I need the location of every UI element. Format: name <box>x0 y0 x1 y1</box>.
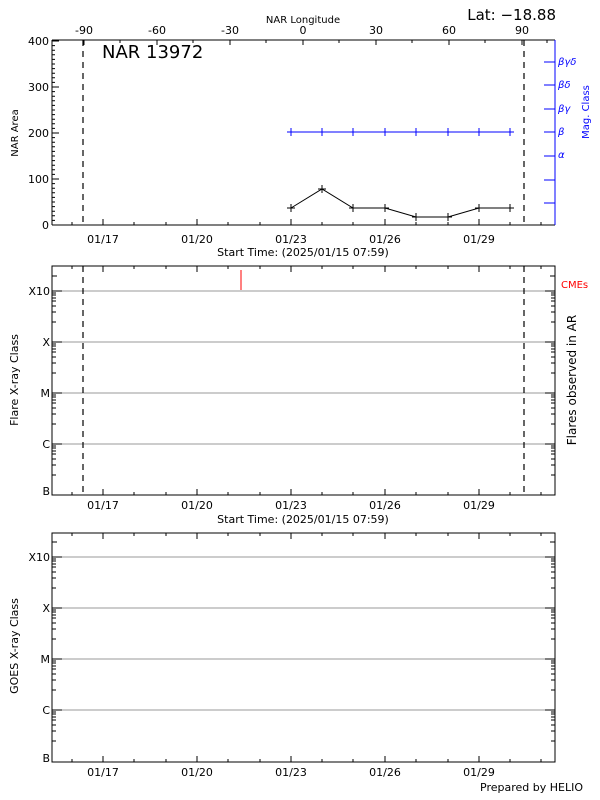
y-tick-label: X <box>42 602 50 615</box>
flare-y-tick-labels: B C M X X10 <box>28 285 50 498</box>
goes-x-tick-labels: 01/17 01/20 01/23 01/26 01/29 <box>87 766 495 779</box>
x-tick-label: 01/23 <box>275 766 307 779</box>
flare-y2-axis-label: Flares observed in AR <box>565 315 579 445</box>
mag-tick-label: α <box>558 150 565 161</box>
lon-tick-label: 90 <box>515 24 529 37</box>
mag-class-series <box>287 128 514 136</box>
nar-area-series <box>287 185 514 221</box>
y-tick-label: C <box>42 704 50 717</box>
goes-class-panel: B C M X X10 GOES X-ray Class 01/17 01/20… <box>8 532 583 794</box>
flare-class-panel: B C M X X10 Flare X-ray Class Flares obs… <box>8 265 588 526</box>
flare-y-ticks <box>52 275 555 476</box>
y-tick-label: 200 <box>28 127 49 140</box>
y-tick-label: 400 <box>28 35 49 48</box>
x-tick-label: 01/29 <box>463 499 495 512</box>
mag-tick-label: βγδ <box>557 57 576 68</box>
lon-tick-label: -30 <box>221 24 239 37</box>
mag-class-ticks <box>544 61 555 204</box>
y-tick-label: X10 <box>28 285 50 298</box>
goes-y-ticks <box>52 541 555 742</box>
mag-tick-label: βγ <box>557 104 571 115</box>
x-tick-label: 01/26 <box>369 499 401 512</box>
mag-tick-label: βδ <box>557 80 571 91</box>
prepared-by-footer: Prepared by HELIO <box>480 781 583 794</box>
y-tick-label: M <box>41 653 51 666</box>
y-tick-label: M <box>41 387 51 400</box>
x-ticks <box>71 219 542 225</box>
x-tick-label: 01/17 <box>87 233 119 246</box>
x-tick-label: 01/29 <box>463 766 495 779</box>
x-tick-label: 01/17 <box>87 499 119 512</box>
flare-grid <box>52 290 555 445</box>
x-axis-label: Start Time: (2025/01/15 07:59) <box>217 246 389 259</box>
flare-x-axis-label: Start Time: (2025/01/15 07:59) <box>217 513 389 526</box>
longitude-tick-labels: -90 -60 -30 0 30 60 90 <box>75 24 529 37</box>
goes-x-ticks <box>71 533 542 762</box>
top-ticks <box>83 40 548 45</box>
y-tick-label: X <box>42 336 50 349</box>
region-title: NAR 13972 <box>102 42 203 63</box>
x-tick-label: 01/23 <box>275 233 307 246</box>
x-tick-label: 01/20 <box>181 766 213 779</box>
x-tick-label: 01/20 <box>181 233 213 246</box>
goes-grid <box>52 556 555 711</box>
x-tick-label: 01/20 <box>181 499 213 512</box>
lon-tick-label: 30 <box>369 24 383 37</box>
mag-tick-label: β <box>557 127 565 138</box>
y-tick-label: X10 <box>28 551 50 564</box>
goes-plot-frame <box>51 532 556 763</box>
lon-tick-label: -90 <box>75 24 93 37</box>
x-tick-label: 01/23 <box>275 499 307 512</box>
flare-y-axis-label: Flare X-ray Class <box>8 334 21 426</box>
latitude-label: Lat: −18.88 <box>467 6 556 24</box>
flare-x-ticks <box>71 266 542 495</box>
x-tick-label: 01/29 <box>463 233 495 246</box>
y-tick-labels: 0 100 200 300 400 <box>28 35 49 232</box>
nar-area-panel: Lat: −18.88 NAR Longitude -90 -60 -30 0 … <box>10 6 592 259</box>
top-axis-title: NAR Longitude <box>266 15 340 26</box>
lon-tick-label: -60 <box>148 24 166 37</box>
cme-legend: CMEs <box>561 280 588 291</box>
x-tick-label: 01/17 <box>87 766 119 779</box>
goes-y-tick-labels: B C M X X10 <box>28 551 50 765</box>
flare-x-tick-labels: 01/17 01/20 01/23 01/26 01/29 <box>87 499 495 512</box>
y-tick-label: 300 <box>28 81 49 94</box>
y-tick-label: C <box>42 438 50 451</box>
y-tick-label: 100 <box>28 173 49 186</box>
mag-class-axis-label: Mag. Class <box>581 85 592 139</box>
x-tick-label: 01/26 <box>369 233 401 246</box>
lon-tick-label: 0 <box>300 24 307 37</box>
y-axis-label: NAR Area <box>10 109 21 156</box>
y-tick-label: B <box>42 485 50 498</box>
y-tick-label: B <box>42 752 50 765</box>
mag-class-tick-labels: α β βγ βδ βγδ <box>557 57 576 161</box>
flare-plot-frame <box>51 265 556 496</box>
goes-y-axis-label: GOES X-ray Class <box>8 598 21 694</box>
y-ticks <box>52 40 59 226</box>
x-tick-label: 01/26 <box>369 766 401 779</box>
x-tick-labels: 01/17 01/20 01/23 01/26 01/29 <box>87 233 495 246</box>
y-tick-label: 0 <box>42 219 49 232</box>
lon-tick-label: 60 <box>442 24 456 37</box>
